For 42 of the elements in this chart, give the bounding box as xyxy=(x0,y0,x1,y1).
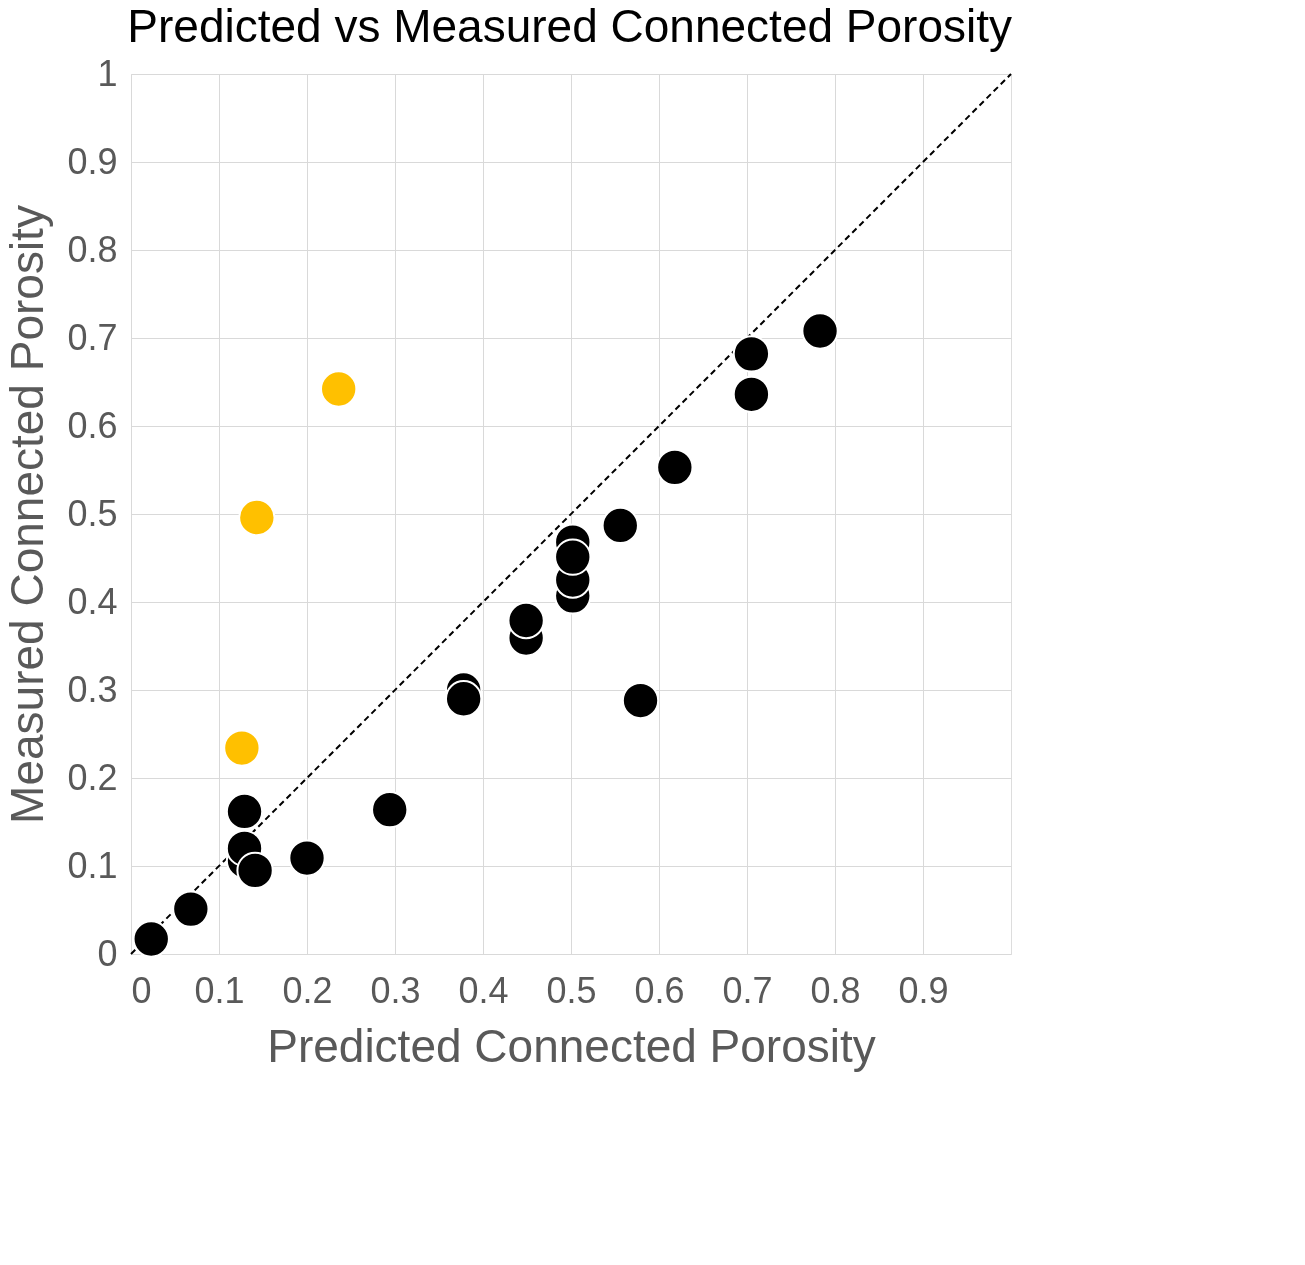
y-axis-title: Measured Connected Porosity xyxy=(1,205,54,824)
point xyxy=(621,681,660,720)
point xyxy=(238,498,276,537)
y-tick-label: 0.5 xyxy=(67,492,118,534)
point xyxy=(320,370,358,408)
y-tick-label: 0.2 xyxy=(67,756,118,798)
point xyxy=(288,839,326,877)
x-tick-label: 0.7 xyxy=(722,969,773,1011)
x-tick-label: 0.4 xyxy=(458,969,509,1011)
point xyxy=(172,890,210,928)
y-tick-label: 0.6 xyxy=(67,404,118,446)
point xyxy=(554,538,592,576)
y-tick-label: 0.7 xyxy=(67,316,118,358)
point xyxy=(732,375,771,413)
x-tick-label: 0.8 xyxy=(810,969,861,1011)
chart-title: Predicted vs Measured Connected Porosity xyxy=(127,0,1012,52)
y-tick-label: 0.9 xyxy=(67,140,118,182)
x-tick-label: 0.2 xyxy=(282,969,333,1011)
x-tick-label: 0 xyxy=(131,969,152,1011)
point xyxy=(801,312,839,350)
y-tick-label: 1 xyxy=(97,52,118,94)
point xyxy=(444,680,483,718)
y-tick-label: 0.8 xyxy=(67,228,118,270)
point xyxy=(236,851,274,890)
point xyxy=(656,448,694,486)
x-tick-label: 0.6 xyxy=(634,969,685,1011)
y-tick-label: 0 xyxy=(97,932,118,974)
point xyxy=(732,335,771,373)
y-tick-label: 0.4 xyxy=(67,580,118,622)
point xyxy=(371,791,409,829)
y-tick-label: 0.1 xyxy=(67,844,118,886)
point xyxy=(601,506,639,545)
x-tick-label: 0.3 xyxy=(370,969,421,1011)
point xyxy=(223,729,261,767)
point xyxy=(507,601,545,640)
x-tick-label: 0.1 xyxy=(194,969,245,1011)
point xyxy=(225,792,264,831)
y-tick-label: 0.3 xyxy=(67,668,118,710)
x-tick-label: 0.9 xyxy=(898,969,949,1011)
x-tick-label: 0.5 xyxy=(546,969,597,1011)
point xyxy=(132,920,170,958)
x-axis-title: Predicted Connected Porosity xyxy=(267,1019,876,1072)
